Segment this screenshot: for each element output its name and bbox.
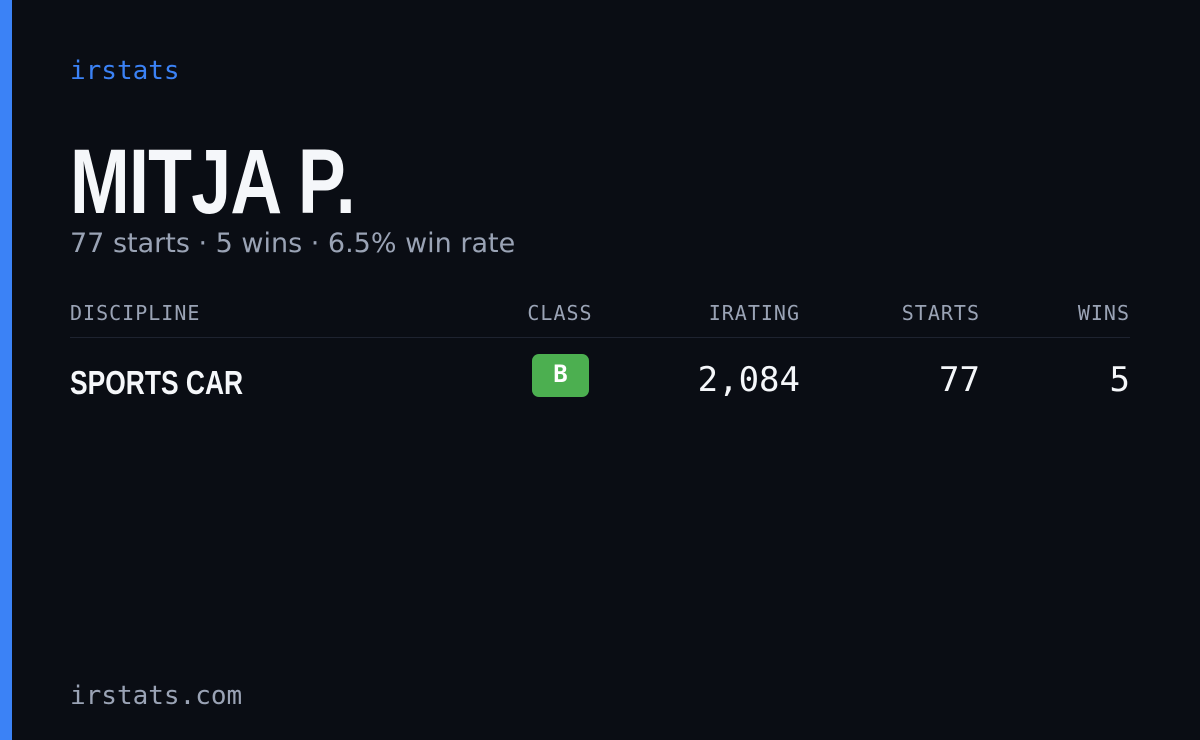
- header-cell: IRATING: [708, 301, 800, 325]
- driver-name: MITJA P.: [70, 131, 356, 233]
- header-cell: WINS: [1077, 301, 1130, 325]
- footer-link[interactable]: irstats.com: [70, 681, 243, 711]
- header-cell: STARTS: [901, 301, 980, 325]
- divider: [70, 337, 1130, 338]
- header-cell: DISCIPLINE: [70, 301, 201, 325]
- brand: irstats: [70, 56, 180, 86]
- driver-summary: 77 starts · 5 wins · 6.5% win rate: [70, 228, 516, 259]
- header-cell: CLASS: [527, 301, 593, 325]
- wins-cell: 5: [1109, 360, 1130, 400]
- class-badge: B: [532, 354, 589, 397]
- discipline-cell: SPORTS CAR: [70, 364, 244, 401]
- accent-bar: [0, 0, 12, 740]
- irating-cell: 2,084: [697, 360, 800, 400]
- starts-cell: 77: [939, 360, 980, 400]
